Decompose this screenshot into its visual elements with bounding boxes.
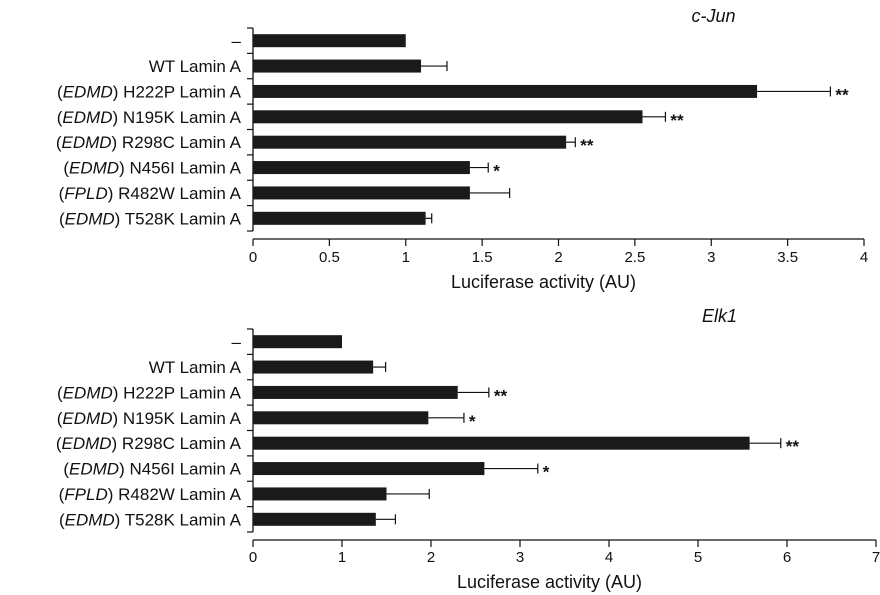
x-axis-label: Luciferase activity (AU) xyxy=(451,272,636,292)
category-label: (EDMD) T528K Lamin A xyxy=(59,510,242,529)
bar xyxy=(253,462,485,476)
chart-title: c-Jun xyxy=(691,6,735,26)
bar xyxy=(253,436,750,450)
x-axis-label: Luciferase activity (AU) xyxy=(457,572,642,592)
x-tick-label: 1 xyxy=(402,249,410,266)
x-tick-label: 2 xyxy=(554,249,562,266)
category-label: (EDMD) N456I Lamin A xyxy=(63,460,241,479)
x-tick-label: 2 xyxy=(427,549,435,566)
significance-label: ** xyxy=(494,386,508,405)
bar xyxy=(253,59,422,73)
category-label: (EDMD) R298C Lamin A xyxy=(56,434,242,453)
significance-label: * xyxy=(493,162,500,181)
x-tick-label: 6 xyxy=(783,549,791,566)
bar xyxy=(253,135,567,149)
bar xyxy=(253,360,374,374)
x-tick-label: 3.5 xyxy=(777,249,798,266)
bar xyxy=(253,512,376,526)
bar xyxy=(253,487,387,501)
x-tick-label: 0 xyxy=(249,549,257,566)
x-tick-label: 1 xyxy=(338,549,346,566)
x-tick-label: 0 xyxy=(249,249,257,266)
category-label: – xyxy=(232,32,242,51)
chart-title: Elk1 xyxy=(702,306,737,326)
category-label: WT Lamin A xyxy=(149,57,242,76)
significance-label: ** xyxy=(670,111,684,130)
category-label: (FPLD) R482W Lamin A xyxy=(59,184,242,203)
category-label: (FPLD) R482W Lamin A xyxy=(59,485,242,504)
category-label: (EDMD) H222P Lamin A xyxy=(57,383,242,402)
bar xyxy=(253,110,643,124)
x-tick-label: 3 xyxy=(707,249,715,266)
significance-label: * xyxy=(543,463,550,482)
category-label: (EDMD) H222P Lamin A xyxy=(57,82,242,101)
x-tick-label: 0.5 xyxy=(319,249,340,266)
x-tick-label: 5 xyxy=(694,549,702,566)
x-tick-label: 2.5 xyxy=(624,249,645,266)
bar xyxy=(253,84,758,98)
category-label: WT Lamin A xyxy=(149,358,242,377)
bar xyxy=(253,161,470,175)
bar xyxy=(253,411,429,425)
bar xyxy=(253,385,458,399)
significance-label: * xyxy=(469,412,476,431)
category-label: (EDMD) N195K Lamin A xyxy=(57,409,242,428)
significance-label: ** xyxy=(786,437,800,456)
category-label: – xyxy=(232,333,242,352)
category-label: (EDMD) N456I Lamin A xyxy=(63,159,241,178)
x-tick-label: 7 xyxy=(872,549,880,566)
significance-label: ** xyxy=(835,85,849,104)
category-label: (EDMD) R298C Lamin A xyxy=(56,133,242,152)
bar xyxy=(253,335,342,349)
bar xyxy=(253,186,470,200)
category-label: (EDMD) N195K Lamin A xyxy=(57,108,242,127)
x-tick-label: 4 xyxy=(860,249,868,266)
x-tick-label: 3 xyxy=(516,549,524,566)
x-tick-label: 4 xyxy=(605,549,613,566)
bar xyxy=(253,34,406,48)
category-label: (EDMD) T528K Lamin A xyxy=(59,209,242,228)
significance-label: ** xyxy=(580,136,594,155)
bar xyxy=(253,211,426,225)
x-tick-label: 1.5 xyxy=(472,249,493,266)
